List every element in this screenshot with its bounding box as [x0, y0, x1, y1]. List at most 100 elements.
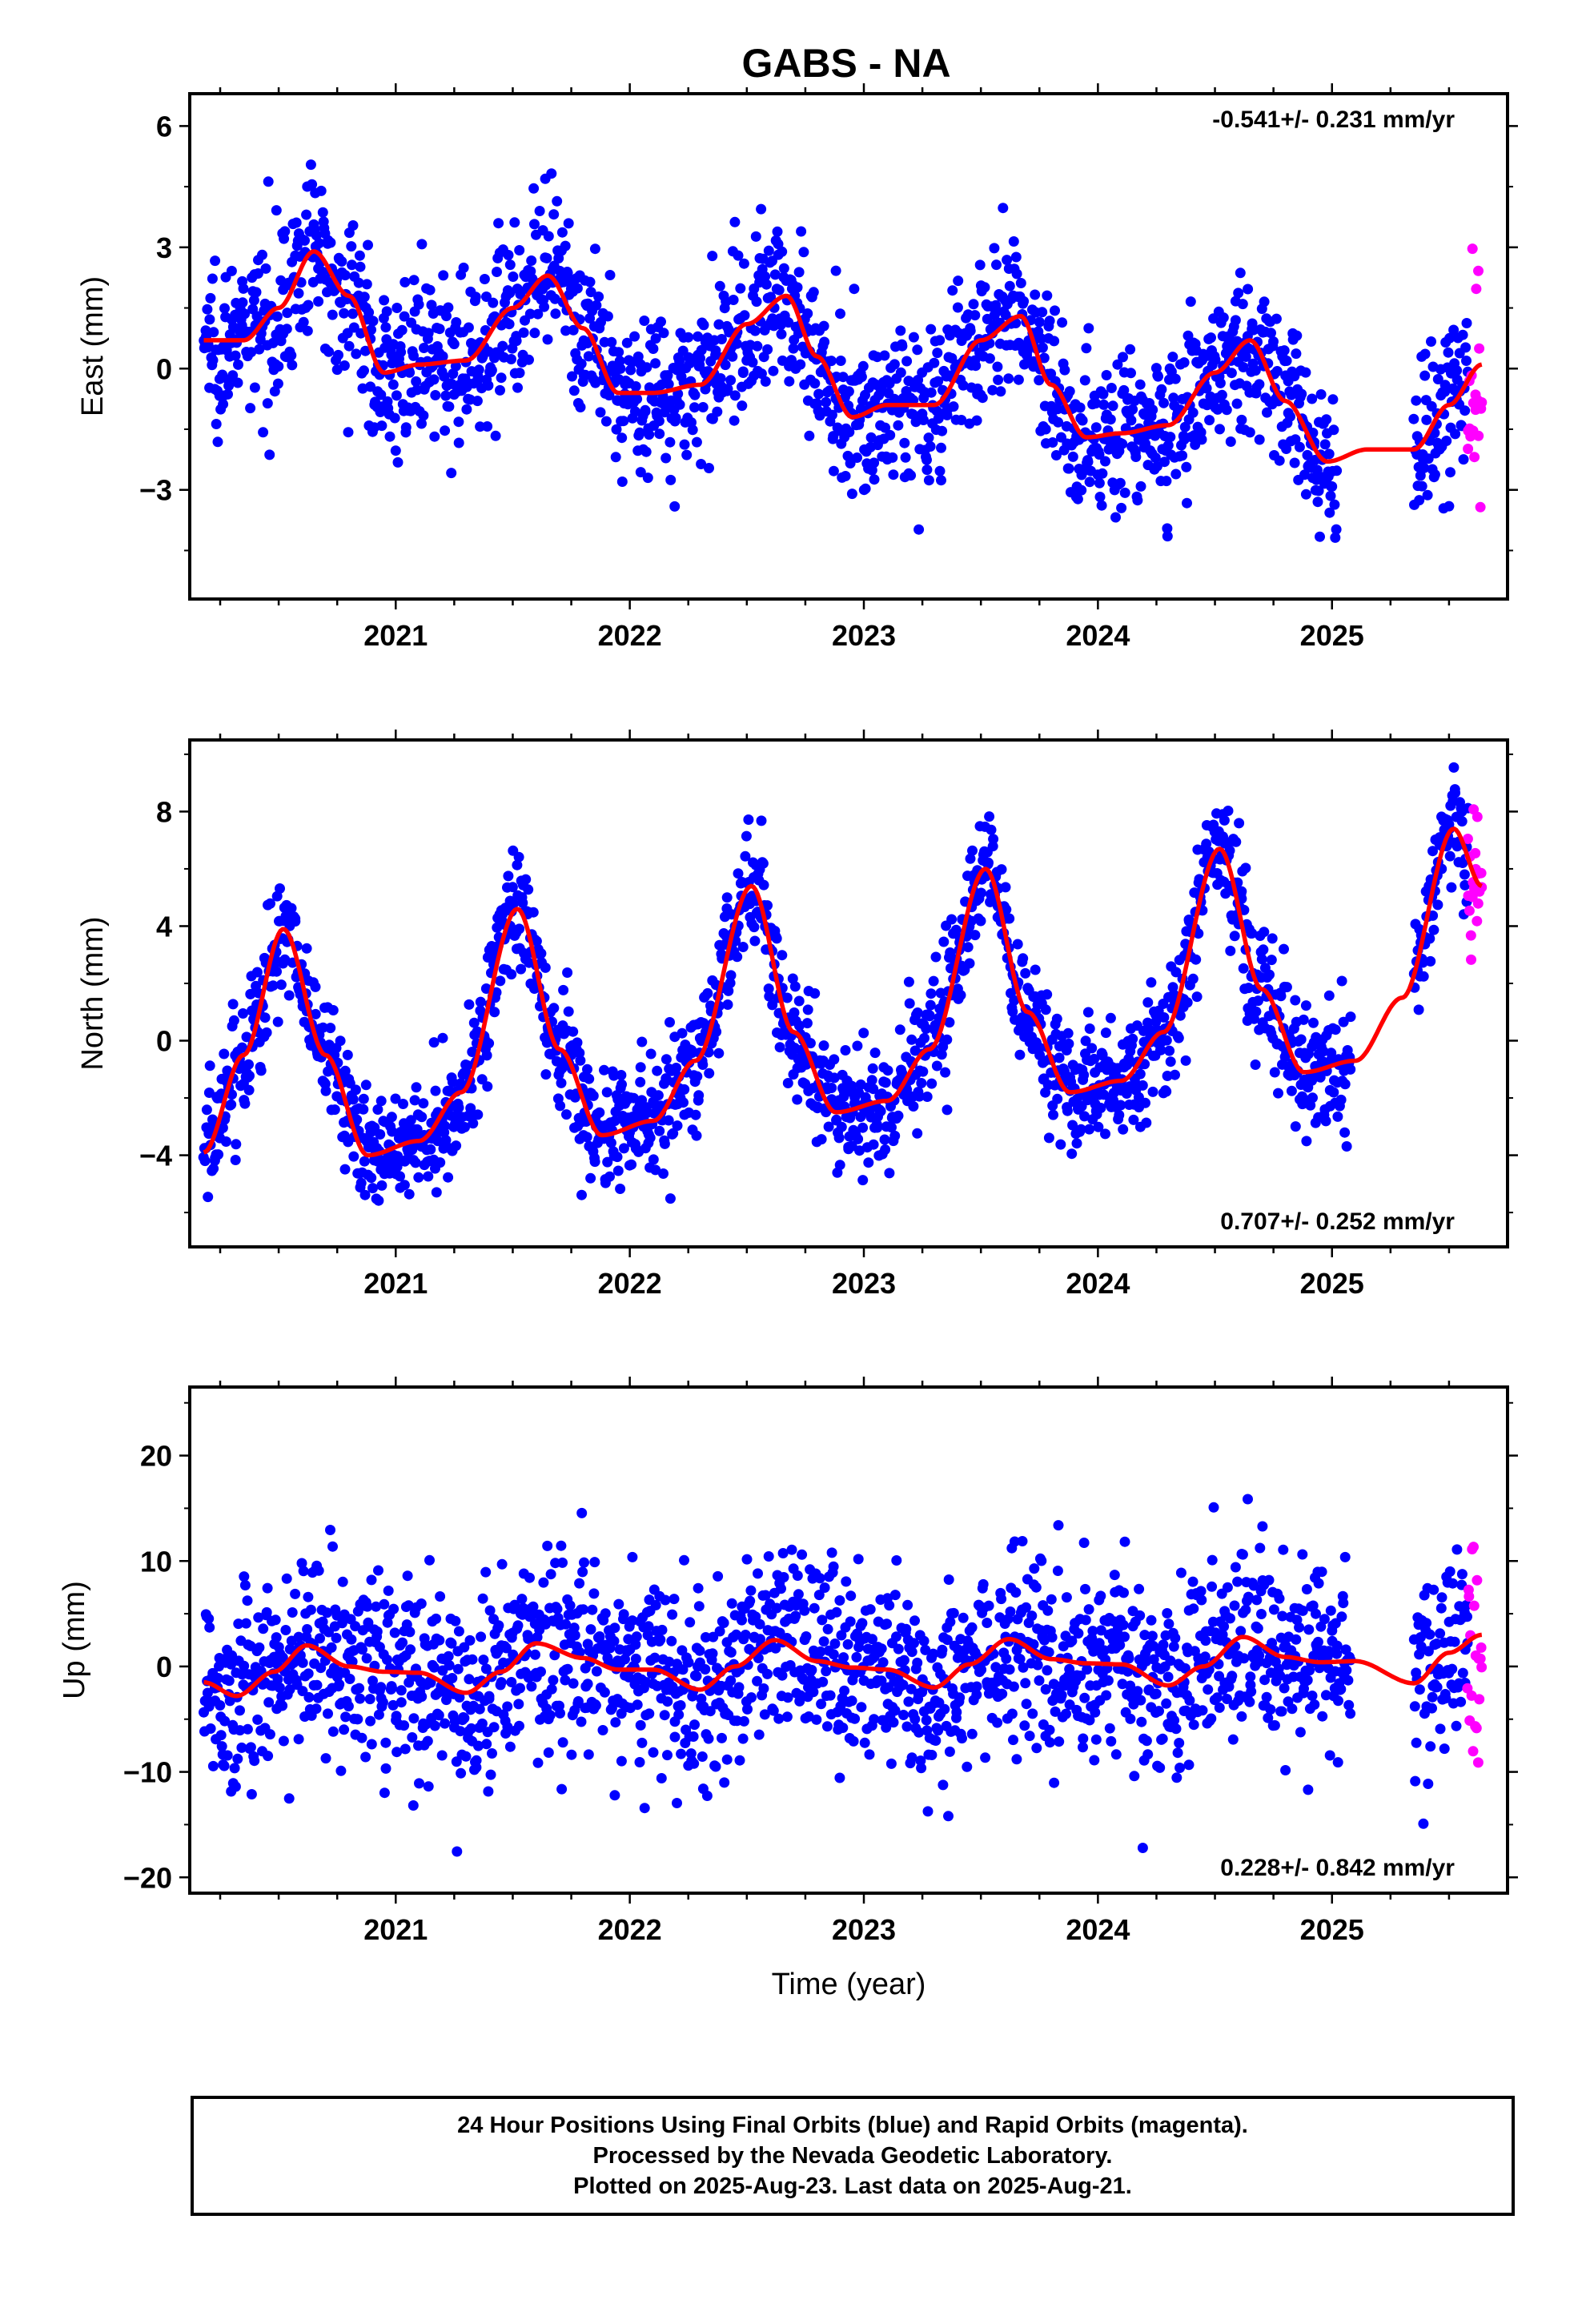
- final-orbits-point: [606, 1703, 617, 1714]
- final-orbits-point: [829, 1054, 840, 1065]
- final-orbits-point: [951, 1707, 962, 1718]
- final-orbits-point: [988, 834, 999, 845]
- data-points: [199, 1494, 1488, 1857]
- final-orbits-point: [1042, 989, 1053, 1000]
- final-orbits-point: [459, 1712, 470, 1723]
- final-orbits-point: [837, 372, 849, 383]
- final-orbits-point: [821, 1721, 833, 1732]
- final-orbits-point: [482, 421, 493, 432]
- final-orbits-point: [1296, 388, 1307, 400]
- rapid-orbits-point: [1466, 954, 1476, 965]
- final-orbits-point: [488, 297, 499, 308]
- final-orbits-point: [536, 948, 547, 959]
- final-orbits-point: [257, 249, 267, 260]
- final-orbits-point: [1426, 336, 1436, 347]
- final-orbits-point: [725, 1647, 737, 1658]
- final-orbits-point: [691, 436, 702, 448]
- final-orbits-point: [210, 255, 221, 267]
- final-orbits-point: [656, 1624, 668, 1635]
- final-orbits-point: [826, 1083, 837, 1093]
- y-tick-label: 4: [156, 910, 172, 943]
- final-orbits-point: [707, 1648, 718, 1659]
- final-orbits-point: [1159, 456, 1170, 468]
- final-orbits-point: [575, 1055, 586, 1066]
- final-orbits-point: [1164, 1045, 1175, 1056]
- final-orbits-point: [992, 1717, 1003, 1728]
- final-orbits-point: [1298, 1014, 1309, 1025]
- final-orbits-point: [879, 350, 890, 361]
- final-orbits-point: [501, 1642, 512, 1654]
- final-orbits-point: [906, 1752, 917, 1763]
- final-orbits-point: [497, 340, 508, 352]
- final-orbits-point: [926, 1750, 938, 1760]
- final-orbits-point: [260, 263, 271, 274]
- final-orbits-point: [841, 1576, 852, 1587]
- final-orbits-point: [722, 999, 733, 1010]
- final-orbits-point: [979, 282, 990, 293]
- final-orbits-point: [388, 1603, 400, 1614]
- final-orbits-point: [1216, 389, 1227, 400]
- final-orbits-point: [529, 219, 540, 230]
- final-orbits-point: [865, 432, 877, 443]
- final-orbits-point: [1030, 1582, 1042, 1593]
- final-orbits-point: [1338, 1016, 1349, 1027]
- final-orbits-point: [655, 1634, 666, 1645]
- final-orbits-point: [1300, 367, 1311, 378]
- final-orbits-point: [546, 1683, 557, 1695]
- final-orbits-point: [1125, 344, 1136, 355]
- final-orbits-point: [305, 159, 316, 171]
- final-orbits-point: [610, 1717, 621, 1728]
- final-orbits-point: [1063, 1038, 1074, 1049]
- final-orbits-point: [1052, 1093, 1063, 1104]
- final-orbits-point: [1432, 374, 1443, 384]
- final-orbits-point: [698, 320, 709, 331]
- final-orbits-point: [846, 1080, 857, 1092]
- final-orbits-point: [798, 247, 809, 258]
- final-orbits-point: [1238, 963, 1249, 974]
- final-orbits-point: [267, 337, 279, 348]
- final-orbits-point: [642, 472, 653, 484]
- final-orbits-point: [609, 1790, 620, 1801]
- final-orbits-point: [648, 344, 659, 354]
- final-orbits-point: [1114, 477, 1126, 489]
- final-orbits-point: [572, 1696, 584, 1707]
- final-orbits-point: [400, 276, 411, 287]
- final-orbits-point: [1408, 413, 1419, 424]
- final-orbits-point: [889, 359, 900, 370]
- final-orbits-point: [1067, 1120, 1078, 1131]
- final-orbits-point: [818, 1040, 829, 1051]
- final-orbits-point: [934, 465, 946, 476]
- final-orbits-point: [1299, 469, 1310, 480]
- final-orbits-point: [624, 1671, 634, 1683]
- final-orbits-point: [819, 1582, 830, 1593]
- final-orbits-point: [480, 1663, 492, 1675]
- final-orbits-point: [997, 1688, 1008, 1699]
- final-orbits-point: [752, 340, 763, 352]
- final-orbits-point: [916, 1763, 927, 1774]
- final-orbits-point: [364, 1694, 375, 1705]
- final-orbits-point: [667, 1609, 678, 1620]
- final-orbits-point: [1094, 492, 1106, 502]
- final-orbits-point: [980, 1752, 991, 1763]
- final-orbits-point: [471, 1755, 482, 1766]
- final-orbits-point: [562, 1663, 573, 1675]
- rate-label: -0.541+/- 0.231 mm/yr: [1212, 107, 1455, 133]
- final-orbits-point: [886, 1122, 897, 1133]
- final-orbits-point: [601, 1087, 612, 1098]
- final-orbits-point: [857, 1122, 869, 1133]
- final-orbits-point: [397, 1637, 408, 1648]
- final-orbits-point: [593, 292, 604, 302]
- final-orbits-point: [971, 1689, 982, 1700]
- final-orbits-point: [453, 1626, 464, 1637]
- final-orbits-point: [650, 333, 661, 344]
- final-orbits-point: [277, 1700, 288, 1711]
- final-orbits-point: [869, 457, 880, 468]
- final-orbits-point: [375, 1682, 387, 1693]
- final-orbits-point: [543, 231, 554, 242]
- final-orbits-point: [1017, 1536, 1028, 1546]
- final-orbits-point: [1006, 1708, 1018, 1719]
- final-orbits-point: [366, 324, 376, 336]
- final-orbits-point: [1336, 975, 1347, 987]
- final-orbits-point: [205, 292, 216, 304]
- final-orbits-point: [1264, 969, 1275, 980]
